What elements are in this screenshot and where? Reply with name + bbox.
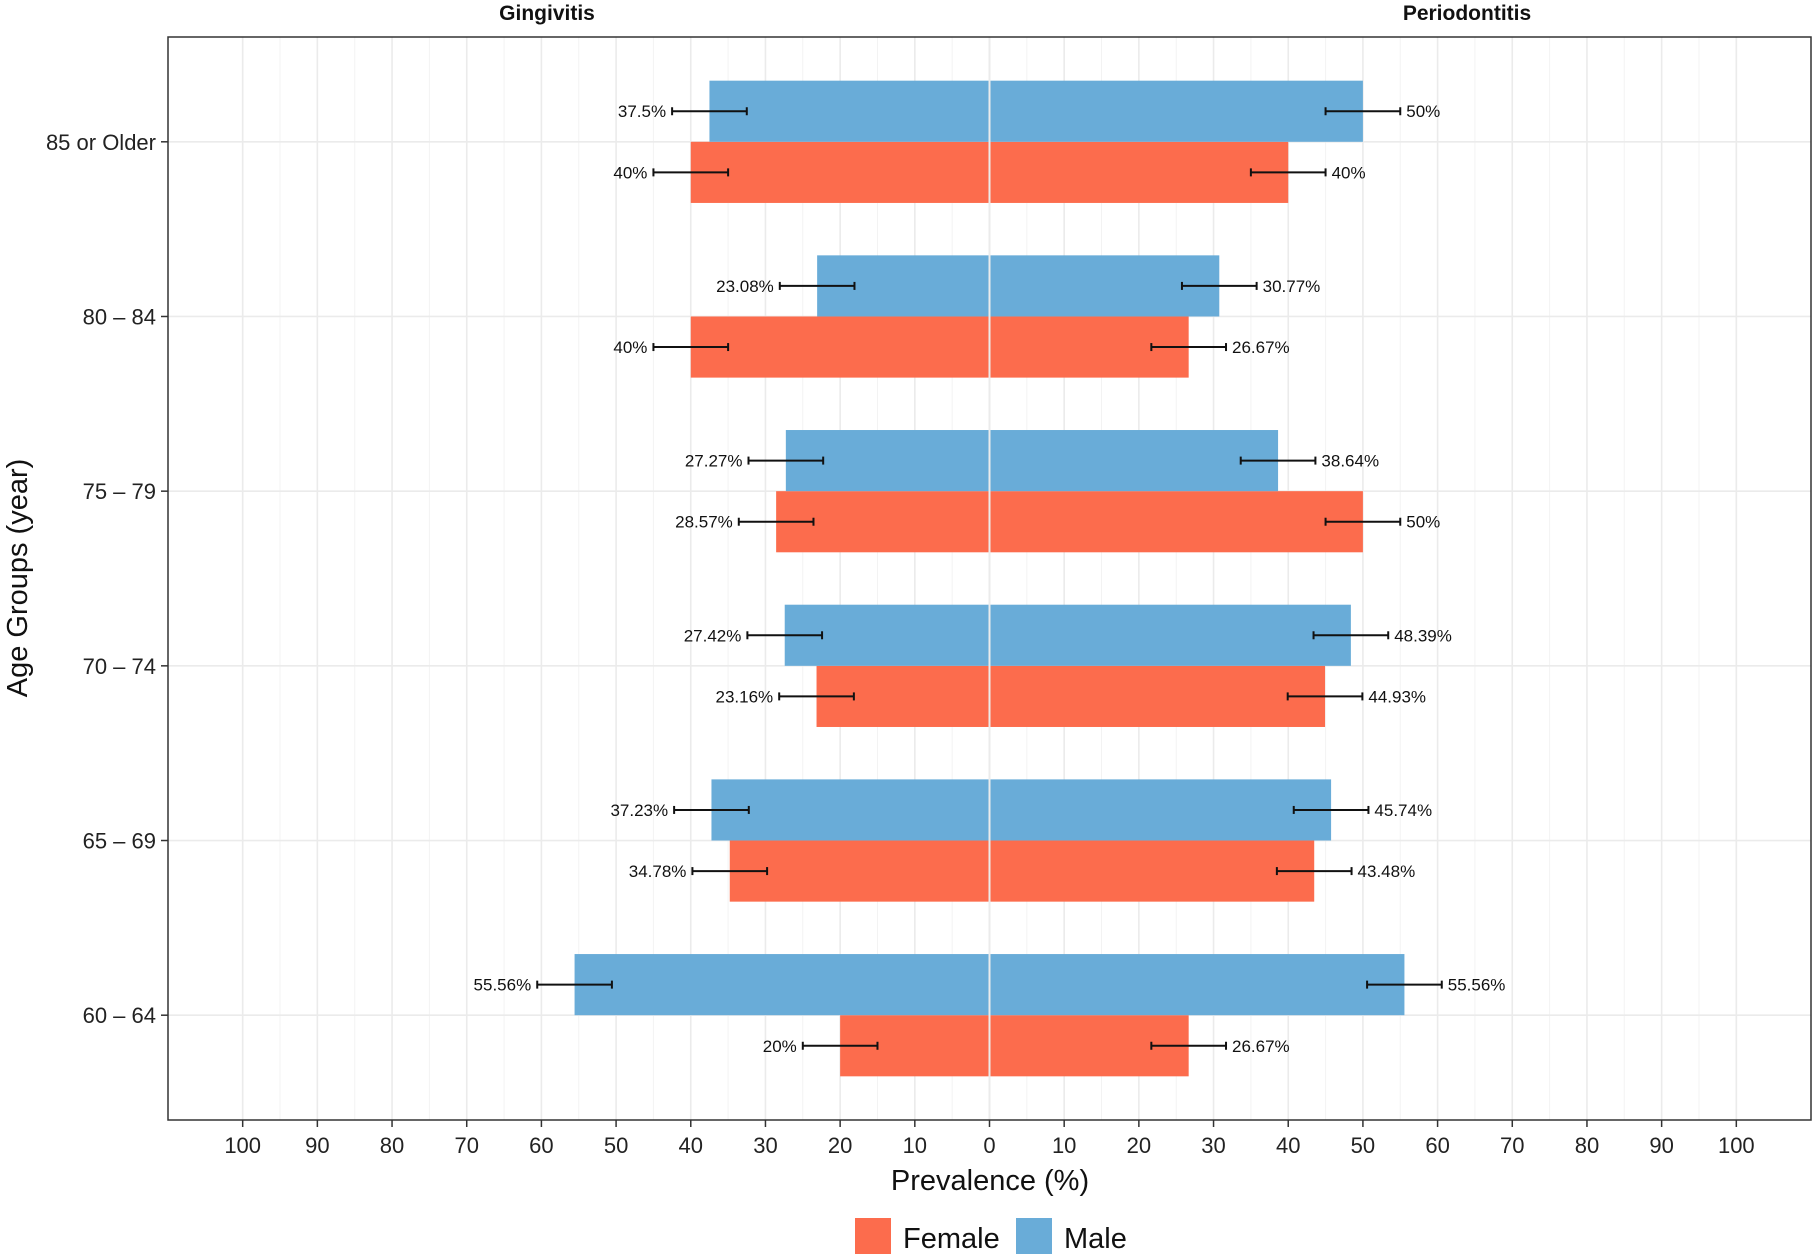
- data-label-periodontitis-female: 40%: [1332, 163, 1366, 182]
- x-tick-label: 60: [1425, 1133, 1449, 1158]
- data-label-periodontitis-male: 38.64%: [1321, 452, 1379, 471]
- x-tick-label: 20: [1127, 1133, 1151, 1158]
- panel-title-gingivitis: Gingivitis: [499, 2, 595, 25]
- y-tick-label: 80 – 84: [83, 304, 156, 329]
- legend-key-female: [855, 1218, 891, 1254]
- y-tick-label: 65 – 69: [83, 829, 156, 854]
- x-tick-label: 90: [1649, 1133, 1673, 1158]
- bar-periodontitis-male: [989, 604, 1351, 666]
- x-axis-title: Prevalence (%): [891, 1165, 1089, 1197]
- x-tick-label: 40: [679, 1133, 703, 1158]
- x-tick-label: 0: [983, 1133, 995, 1158]
- bar-gingivitis-female: [690, 141, 990, 203]
- data-label-gingivitis-female: 40%: [613, 338, 647, 357]
- data-label-periodontitis-female: 26.67%: [1232, 338, 1290, 357]
- bar-periodontitis-male: [989, 430, 1279, 492]
- x-tick-label: 10: [903, 1133, 927, 1158]
- x-tick-label: 70: [1500, 1133, 1524, 1158]
- bar-periodontitis-male: [989, 779, 1332, 841]
- y-tick-label: 70 – 74: [83, 654, 156, 679]
- x-tick-label: 60: [529, 1133, 553, 1158]
- bar-periodontitis-female: [989, 141, 1289, 203]
- data-label-gingivitis-male: 37.5%: [618, 102, 666, 121]
- y-tick-label: 60 – 64: [83, 1003, 156, 1028]
- data-label-gingivitis-male: 23.08%: [716, 277, 774, 296]
- bar-gingivitis-female: [729, 840, 990, 902]
- grid-major: [168, 37, 1811, 1120]
- bar-gingivitis-male: [709, 80, 990, 142]
- x-tick-label: 30: [753, 1133, 777, 1158]
- data-label-periodontitis-female: 44.93%: [1368, 687, 1426, 706]
- bars: [574, 80, 1405, 1077]
- x-tick-label: 30: [1201, 1133, 1225, 1158]
- data-label-periodontitis-male: 30.77%: [1263, 277, 1321, 296]
- data-label-periodontitis-male: 48.39%: [1394, 626, 1452, 645]
- bar-periodontitis-male: [989, 954, 1405, 1016]
- data-label-gingivitis-male: 55.56%: [474, 976, 532, 995]
- x-tick-label: 20: [828, 1133, 852, 1158]
- bar-periodontitis-male: [989, 80, 1363, 142]
- bar-periodontitis-female: [989, 491, 1363, 553]
- x-tick-label: 90: [305, 1133, 329, 1158]
- data-label-gingivitis-male: 27.42%: [684, 626, 742, 645]
- y-tick-label: 75 – 79: [83, 479, 156, 504]
- data-label-periodontitis-male: 50%: [1406, 102, 1440, 121]
- x-tick-label: 80: [1575, 1133, 1599, 1158]
- data-label-periodontitis-male: 55.56%: [1448, 976, 1506, 995]
- data-label-periodontitis-female: 26.67%: [1232, 1037, 1290, 1056]
- data-label-gingivitis-male: 27.27%: [685, 452, 743, 471]
- data-label-gingivitis-female: 40%: [613, 163, 647, 182]
- x-tick-label: 50: [604, 1133, 628, 1158]
- bar-periodontitis-female: [989, 665, 1326, 727]
- data-label-periodontitis-female: 43.48%: [1358, 862, 1416, 881]
- x-tick-label: 10: [1052, 1133, 1076, 1158]
- panel-title-periodontitis: Periodontitis: [1403, 2, 1531, 25]
- x-tick-label: 50: [1351, 1133, 1375, 1158]
- y-axis-title: Age Groups (year): [2, 459, 34, 698]
- bar-gingivitis-male: [574, 954, 990, 1016]
- y-axis: 60 – 64 65 – 69 70 – 74 75 – 79 80 – 84 85 or…: [46, 130, 168, 1028]
- data-label-periodontitis-female: 50%: [1406, 513, 1440, 532]
- data-label-gingivitis-male: 37.23%: [610, 801, 668, 820]
- data-labels: 20% 26.67% 34.78% 43.48% 23.16% 44.93% 28.57% 5…: [474, 102, 1506, 1056]
- error-bars: [536, 107, 1443, 1050]
- x-tick-label: 70: [454, 1133, 478, 1158]
- legend-key-male: [1016, 1218, 1052, 1254]
- bar-gingivitis-male: [711, 779, 990, 841]
- legend: Female Male: [855, 1218, 1127, 1255]
- bar-gingivitis-female: [690, 316, 990, 378]
- bar-periodontitis-female: [989, 840, 1315, 902]
- data-label-gingivitis-female: 28.57%: [675, 513, 733, 532]
- grid-minor: [279, 37, 1700, 1120]
- x-tick-label: 100: [1718, 1133, 1755, 1158]
- y-tick-label: 85 or Older: [46, 130, 156, 155]
- data-label-gingivitis-female: 23.16%: [716, 687, 774, 706]
- x-tick-label: 100: [224, 1133, 261, 1158]
- data-label-gingivitis-female: 34.78%: [629, 862, 687, 881]
- legend-label-female: Female: [903, 1223, 1000, 1255]
- data-label-periodontitis-male: 45.74%: [1374, 801, 1432, 820]
- x-tick-label: 80: [380, 1133, 404, 1158]
- x-tick-label: 40: [1276, 1133, 1300, 1158]
- x-axis: 100 90 80 70 60 50 40 30 20 10 0 10 20 30 40 50 60 70 80 90…: [224, 1120, 1755, 1158]
- legend-label-male: Male: [1064, 1223, 1127, 1255]
- data-label-gingivitis-female: 20%: [763, 1037, 797, 1056]
